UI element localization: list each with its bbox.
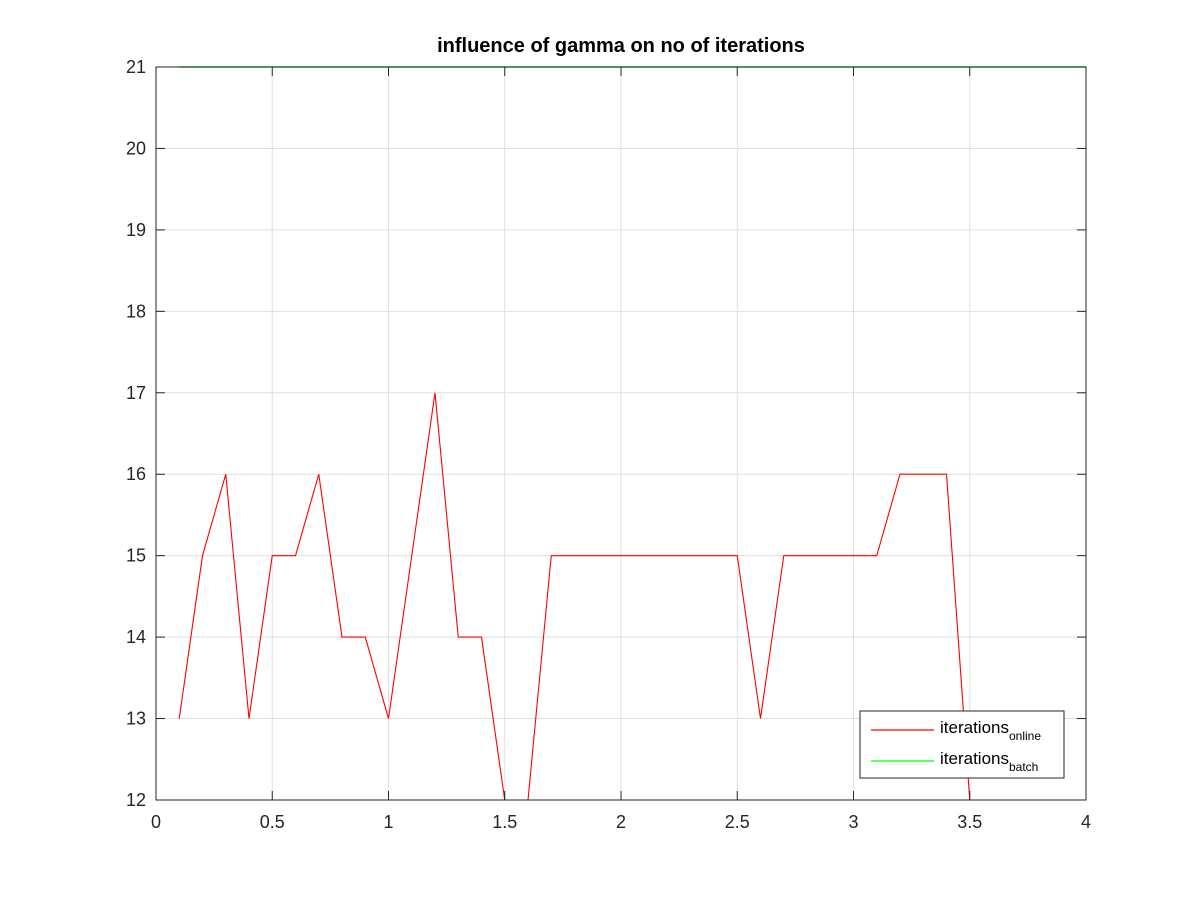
y-tick-label: 20 — [126, 138, 146, 158]
legend-label-online-main: iterations — [940, 718, 1009, 737]
x-tick-label: 3 — [848, 812, 858, 832]
x-tick-label: 0 — [151, 812, 161, 832]
y-tick-label: 14 — [126, 627, 146, 647]
legend-label-online: iterationsonline — [940, 718, 1041, 743]
x-tick-label: 1 — [383, 812, 393, 832]
legend-label-batch: iterationsbatch — [940, 749, 1038, 774]
series-line-online — [178, 392, 1086, 801]
y-tick-label: 15 — [126, 546, 146, 566]
legend-box — [859, 710, 1065, 779]
x-tick-label: 4 — [1081, 812, 1091, 832]
y-tick-label: 13 — [126, 709, 146, 729]
y-tick-label: 16 — [126, 464, 146, 484]
y-tick-label: 12 — [126, 790, 146, 810]
legend-label-batch-sub: batch — [1009, 760, 1038, 774]
x-tick-label: 2.5 — [725, 812, 750, 832]
legend: iterationsonline iterationsbatch — [859, 710, 1065, 779]
y-tick-label: 19 — [126, 220, 146, 240]
x-tick-label: 0.5 — [260, 812, 285, 832]
axis-ticks: 0 0.5 1 1.5 2 2.5 3 3.5 4 12 13 14 15 16 17 18 19 20 21 — [126, 57, 1091, 832]
x-tick-label: 2 — [616, 812, 626, 832]
y-tick-label: 17 — [126, 383, 146, 403]
y-tick-label: 18 — [126, 301, 146, 321]
chart-title: influence of gamma on no of iterations — [437, 35, 805, 57]
y-tick-label: 21 — [126, 57, 146, 77]
x-tick-label: 1.5 — [492, 812, 517, 832]
legend-label-online-sub: online — [1009, 729, 1041, 743]
x-tick-label: 3.5 — [957, 812, 982, 832]
legend-label-batch-main: iterations — [940, 749, 1009, 768]
